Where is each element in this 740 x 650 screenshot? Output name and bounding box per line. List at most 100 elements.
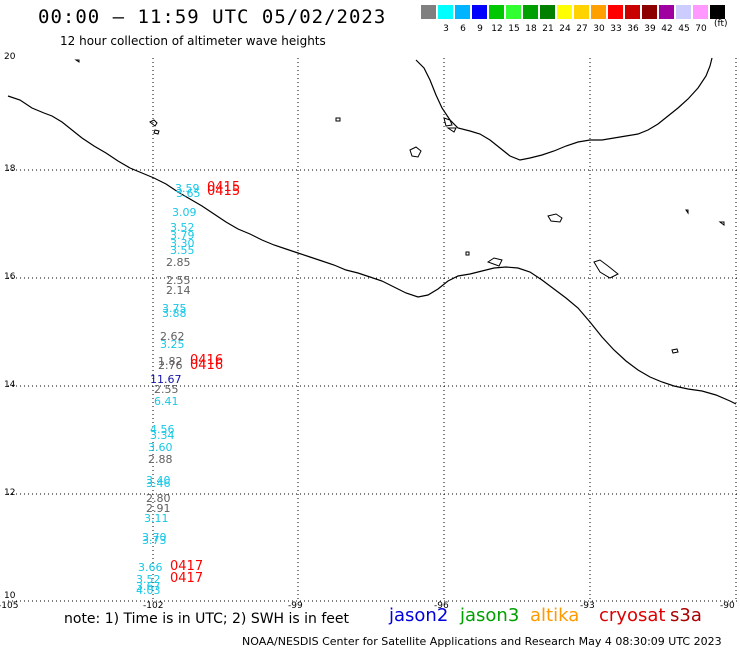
legend-swatch [642, 5, 657, 19]
legend-swatch [506, 5, 521, 19]
wave-height-label: 11.67 [150, 373, 182, 386]
pass-time-label: 0415 [207, 180, 241, 195]
wave-height-label: 2.76 [158, 359, 183, 372]
longitude-label: -93 [580, 601, 595, 611]
coastline-gulf [415, 57, 713, 161]
legend-swatch [659, 5, 674, 19]
latitude-gridlines [8, 169, 740, 602]
latitude-label: 16 [4, 272, 16, 282]
legend-swatch [591, 5, 606, 19]
legend-label: 33 [610, 24, 622, 34]
satellite-altika-label: altika [530, 605, 580, 626]
legend-label: 45 [678, 24, 690, 34]
longitude-label: -99 [288, 601, 303, 611]
legend-label: 36 [627, 24, 639, 34]
wave-height-label: 3.25 [160, 338, 185, 351]
satellite-jason3-label: jason3 [460, 605, 520, 626]
wave-height-label: 3.30 [170, 237, 195, 250]
latitude-label: 12 [4, 488, 16, 498]
wave-height-label: 4.56 [150, 423, 175, 436]
wave-height-label: 2.55 [154, 383, 179, 396]
wave-height-label: 4.03 [136, 584, 161, 597]
legend-swatch [455, 5, 470, 19]
legend-label: 30 [593, 24, 605, 34]
longitude-label: -90 [720, 601, 735, 611]
latitude-label: 10 [4, 591, 16, 601]
wave-height-label: 3.75 [162, 302, 187, 315]
units-note: note: 1) Time is in UTC; 2) SWH is in fe… [64, 611, 350, 627]
legend-unit: (ft) [714, 19, 728, 29]
latitude-label: 14 [4, 380, 16, 390]
legend-swatch [557, 5, 572, 19]
pass-time-label: 0416 [190, 353, 224, 368]
wave-height-label: 3.34 [150, 429, 175, 442]
wave-height-label: 3.52 [136, 573, 161, 586]
wave-height-label: 2.14 [166, 284, 191, 297]
map-subtitle: 12 hour collection of altimeter wave hei… [60, 34, 326, 48]
wave-height-label: 3.52 [170, 221, 195, 234]
longitude-label: -96 [434, 601, 449, 611]
wave-height-label: 2.91 [146, 502, 171, 515]
wave-height-label: 2.85 [166, 256, 191, 269]
satellite-cryosat-label: cryosat [599, 605, 666, 626]
legend-swatch [608, 5, 623, 19]
legend-swatch [523, 5, 538, 19]
legend-label: 21 [542, 24, 554, 34]
longitude-gridlines [152, 58, 737, 601]
wave-height-label: 2.80 [146, 492, 171, 505]
coastline-pacific [7, 95, 737, 405]
wave-height-label: 3.46 [146, 477, 171, 490]
legend-swatch [421, 5, 436, 19]
longitude-label: -102 [143, 601, 164, 611]
wave-height-label: 3.60 [148, 441, 173, 454]
legend-label: 3 [443, 24, 449, 34]
legend-label: 27 [576, 24, 588, 34]
wave-height-label: 3.65 [176, 187, 201, 200]
wave-height-label: 3.70 [142, 531, 167, 544]
wave-height-label: 3.67 [136, 580, 161, 593]
wave-height-label: 6.41 [154, 395, 179, 408]
legend-swatch [676, 5, 691, 19]
wave-height-label: 3.55 [170, 244, 195, 257]
credit-line: NOAA/NESDIS Center for Satellite Applica… [242, 635, 722, 648]
legend-label: 70 [695, 24, 707, 34]
wave-height-label: 3.79 [170, 229, 195, 242]
wave-height-label: 1.82 [158, 355, 183, 368]
legend-swatch [574, 5, 589, 19]
legend-label: 42 [661, 24, 673, 34]
pass-time-label: 0416 [190, 358, 224, 373]
legend-label: 6 [460, 24, 466, 34]
pass-time-label: 0417 [170, 559, 204, 574]
satellite-s3a-label: s3a [670, 605, 702, 626]
legend-label: 18 [525, 24, 537, 34]
legend-label: 9 [477, 24, 483, 34]
wave-height-label: 3.40 [146, 474, 171, 487]
legend-label: 15 [508, 24, 520, 34]
legend-swatch [710, 5, 725, 19]
legend-label: 24 [559, 24, 571, 34]
map-title: 00:00 – 11:59 UTC 05/02/2023 [38, 6, 387, 28]
wave-height-label: 2.55 [166, 274, 191, 287]
wave-height-label: 2.88 [148, 453, 173, 466]
wave-height-label: 2.62 [160, 330, 185, 343]
legend-swatch [489, 5, 504, 19]
wave-height-label: 3.11 [144, 512, 169, 525]
satellite-jason2-label: jason2 [389, 605, 449, 626]
latitude-label: 18 [4, 164, 16, 174]
wave-height-label: 3.59 [175, 182, 200, 195]
legend-swatch [472, 5, 487, 19]
wave-height-label: 3.09 [172, 206, 197, 219]
legend-swatch [693, 5, 708, 19]
legend-swatch [438, 5, 453, 19]
latitude-label: 20 [4, 52, 16, 62]
pass-time-label: 0415 [207, 184, 241, 199]
longitude-label: -105 [0, 601, 19, 611]
legend-label: 39 [644, 24, 656, 34]
islands-and-lakes [74, 59, 725, 354]
legend-swatch [540, 5, 555, 19]
wave-height-label: 3.88 [162, 307, 187, 320]
legend-label: 12 [491, 24, 503, 34]
pass-time-label: 0417 [170, 571, 204, 586]
wave-height-label: 3.73 [142, 534, 167, 547]
